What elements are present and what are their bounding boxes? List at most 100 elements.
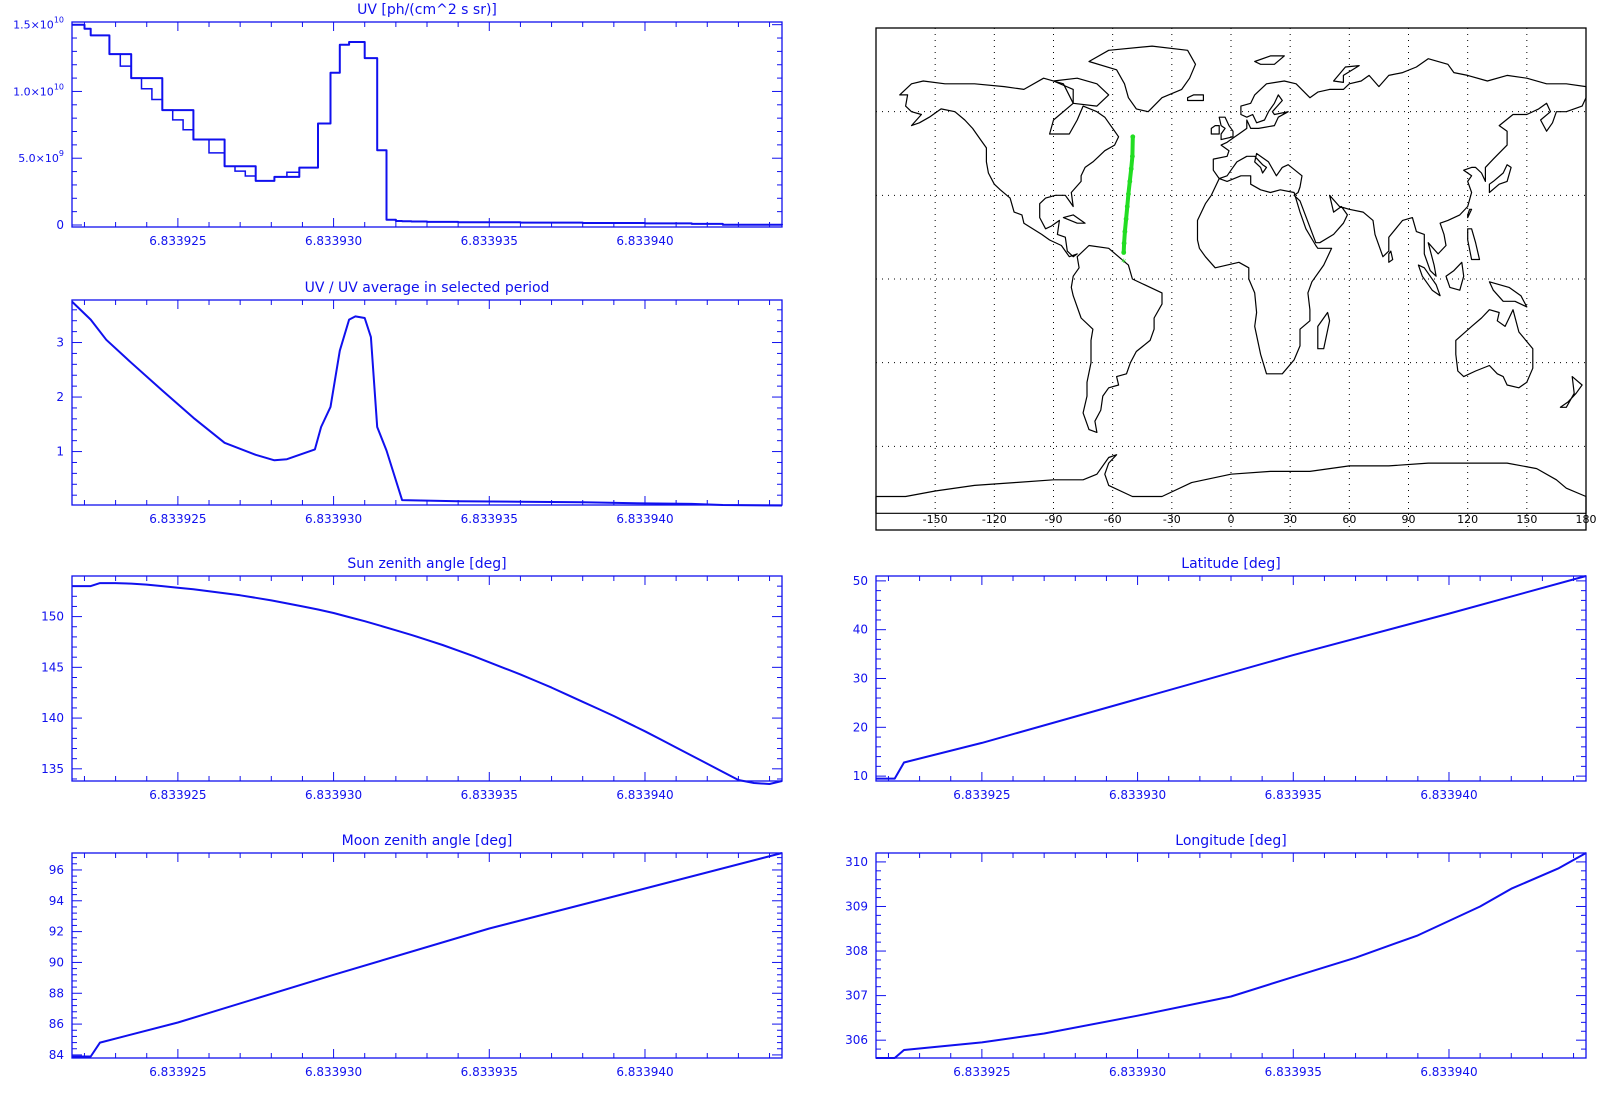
track-point [1123,216,1129,222]
y-tick-label: 5.0×109 [18,149,64,165]
coastline-sri-lanka [1388,250,1394,263]
coastline-philippines [1467,228,1481,261]
y-tick-label: 3 [56,336,64,350]
map-lon-label: -30 [1163,513,1181,526]
y-tick-label: 150 [41,610,64,624]
coastline-south-america [1070,244,1163,433]
y-tick-mantissa: 1.5×10 [13,19,54,32]
coastline-iceland [1186,94,1205,102]
x-tick-label: 6.833940 [616,788,673,802]
map-lon-label: 90 [1402,513,1416,526]
y-tick-label: 140 [41,711,64,725]
coastline-madagascar [1317,311,1331,350]
y-tick-label: 307 [845,989,868,1003]
plot-frame [71,852,783,1059]
y-tick-label: 94 [49,894,64,908]
map-lon-label: 150 [1516,513,1537,526]
x-tick-label: 6.833940 [1420,1065,1477,1079]
x-tick-label: 6.833940 [616,1065,673,1079]
map-lon-label: -60 [1104,513,1122,526]
y-tick-label: 309 [845,899,868,913]
map-lon-label: 60 [1342,513,1356,526]
y-tick-label: 1.5×1010 [13,16,64,32]
x-tick-label: 6.833935 [1265,1065,1322,1079]
series-line [72,582,783,785]
x-tick-label: 6.833935 [461,512,518,526]
coastline-svalbard [1254,55,1285,65]
series-steps [109,53,301,181]
coastline-greenland [1088,45,1197,113]
series-line [72,23,783,226]
plot-frame [71,299,783,506]
track-point [1129,153,1135,159]
x-tick-label: 6.833930 [305,1065,362,1079]
x-tick-label: 6.833925 [149,512,206,526]
x-tick-label: 6.833935 [461,788,518,802]
y-tick-mantissa: 1.0×10 [13,85,54,98]
x-tick-label: 6.833930 [1109,788,1166,802]
y-tick-label: 88 [49,986,64,1000]
x-tick-label: 6.833925 [149,234,206,248]
y-tick-label: 96 [49,863,64,877]
series-line [71,300,783,507]
coastline-ireland [1210,124,1220,135]
y-tick-label: 0 [56,218,64,232]
coastline-great-britain [1218,116,1234,141]
series-step-segment [193,138,226,167]
y-tick-label: 306 [845,1033,868,1047]
satellite-track [1121,134,1135,255]
y-tick-label: 92 [49,925,64,939]
coastline-taiwan [1467,208,1473,219]
x-tick-label: 6.833940 [616,512,673,526]
sun-zenith-panel: Sun zenith angle [deg] 6.833925 6.833930 6.… [41,556,783,802]
coastline-japan [1488,164,1512,194]
y-tick-label: 2 [56,390,64,404]
series-step-segment [109,53,132,79]
longitude-panel: Longitude [deg] 6.833925 6.833930 6.833935 6… [845,833,1587,1079]
track-point [1121,250,1127,255]
y-tick-label: 308 [845,944,868,958]
series-line [72,852,783,1058]
plot-title: Latitude [deg] [1181,556,1280,572]
coastline-new-zealand [1559,376,1583,408]
series-line [876,575,1587,780]
x-tick-label: 6.833925 [149,788,206,802]
y-tick-label: 50 [853,574,868,588]
y-tick-exponent: 10 [54,16,64,25]
coastline-borneo [1445,261,1465,291]
plot-title: Moon zenith angle [deg] [342,833,513,849]
map-lon-label: 0 [1228,513,1235,526]
series-step-segment [131,77,164,111]
coastline-baffin [1052,77,1110,107]
moon-zenith-panel: Moon zenith angle [deg] 6.833925 6.833930 6… [49,833,783,1079]
y-tick-label: 135 [41,762,64,776]
coastline-eurasia [1212,58,1587,277]
coastline-antarctica [875,454,1587,514]
y-tick-label: 30 [853,672,868,686]
map-lon-label: -150 [923,513,948,526]
uv-panel: UV [ph/(cm^2 s sr)] 6.833925 6.833930 6.833… [13,2,783,248]
plot-title: Sun zenith angle [deg] [347,556,506,572]
y-tick-label: 86 [49,1017,64,1031]
y-tick-label: 84 [49,1048,64,1062]
y-tick-label: 310 [845,855,868,869]
uv-ratio-panel: UV / UV average in selected period 6.8339… [56,280,783,526]
x-tick-label: 6.833930 [305,788,362,802]
y-tick-label: 1.0×1010 [13,82,64,98]
series-step-segment [224,165,257,181]
x-tick-label: 6.833925 [953,1065,1010,1079]
track-point [1128,166,1134,172]
plot-title: UV / UV average in selected period [305,280,550,296]
track-point [1121,240,1127,246]
plot-frame [71,575,783,782]
map-lon-label: -120 [982,513,1007,526]
coastline-sumatra [1417,264,1441,297]
x-tick-label: 6.833935 [461,1065,518,1079]
y-tick-label: 10 [853,769,868,783]
plot-title: UV [ph/(cm^2 s sr)] [357,2,497,18]
world-map-panel: -150 -120 -90 -60 -30 0 30 60 90 120 150 180 * [875,27,1597,531]
map-lon-label: 180 [1576,513,1597,526]
plot-frame [875,852,1587,1059]
x-tick-label: 6.833935 [461,234,518,248]
